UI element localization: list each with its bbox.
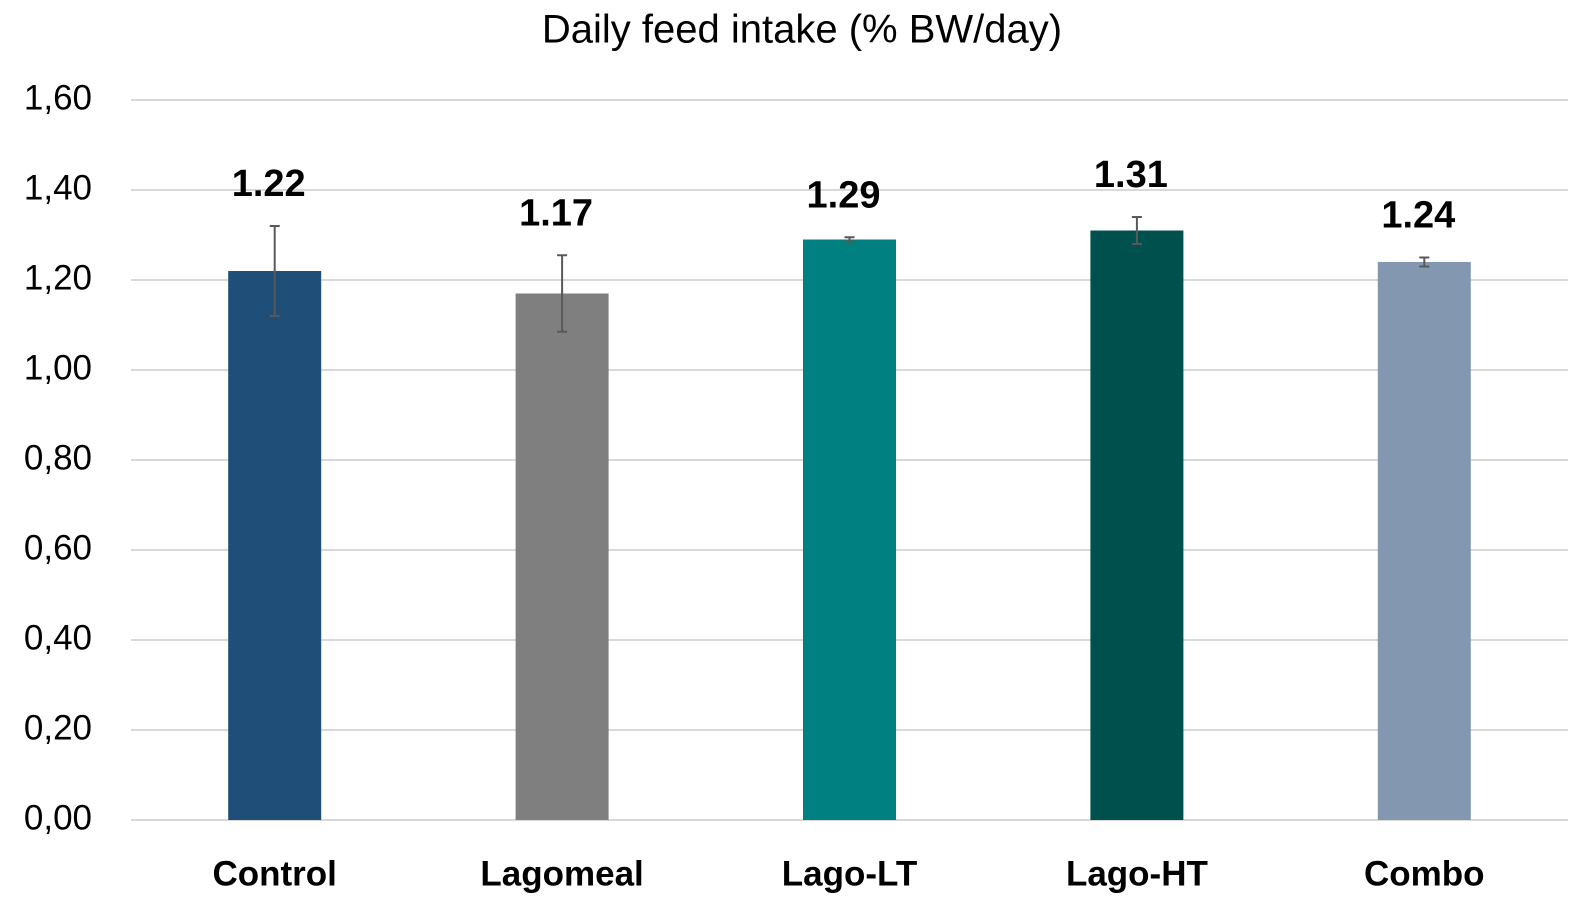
data-label: 1.17 [519,192,593,234]
y-tick-label: 0,60 [24,528,92,567]
x-tick-label: Control [212,854,336,893]
y-tick-label: 1,00 [24,348,92,387]
error-bar [844,236,855,243]
y-tick-label: 0,40 [24,618,92,657]
bar [1090,230,1184,820]
x-tick-label: Lago-LT [782,854,917,893]
error-bar [269,225,280,317]
y-tick-label: 1,20 [24,258,92,297]
y-tick-label: 0,80 [24,438,92,477]
x-tick-label: Lagomeal [480,854,643,893]
chart-title: Daily feed intake (% BW/day) [542,8,1062,52]
data-label: 1.31 [1094,154,1168,196]
bar [515,293,609,820]
error-bar [557,254,568,333]
bar [1377,262,1471,820]
x-tick-label: Lago-HT [1066,854,1208,893]
y-tick-label: 1,60 [24,78,92,117]
data-label: 1.22 [232,163,306,205]
bar [803,239,896,820]
y-tick-label: 0,20 [24,708,92,747]
error-bar [1131,216,1142,245]
y-tick-label: 0,00 [24,798,92,837]
y-tick-label: 1,40 [24,168,92,207]
bar [228,271,322,820]
data-label: 1.24 [1381,195,1455,237]
x-tick-label: Combo [1364,854,1485,893]
data-label: 1.29 [807,174,881,216]
error-bar [1419,256,1430,268]
